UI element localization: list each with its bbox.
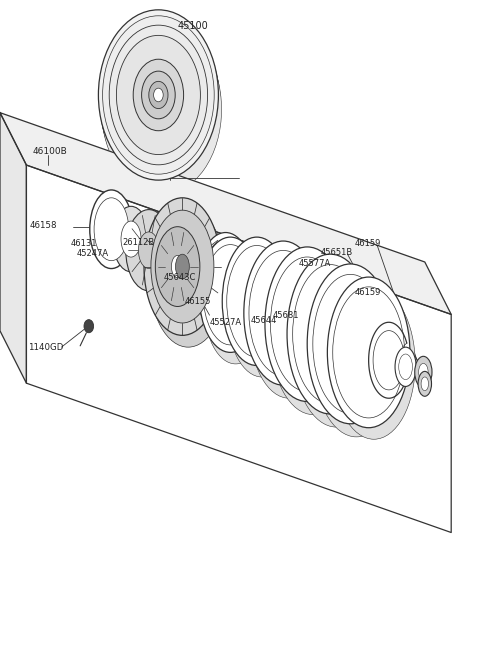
Ellipse shape (144, 198, 221, 335)
Ellipse shape (156, 227, 200, 307)
Ellipse shape (113, 206, 149, 272)
Text: 46159: 46159 (354, 239, 381, 248)
Ellipse shape (313, 277, 399, 437)
Ellipse shape (202, 243, 259, 350)
Ellipse shape (327, 277, 410, 428)
Ellipse shape (142, 71, 175, 119)
Ellipse shape (201, 240, 251, 333)
Ellipse shape (271, 260, 355, 415)
Ellipse shape (90, 190, 133, 269)
Ellipse shape (227, 246, 287, 357)
Text: 26112B: 26112B (122, 238, 155, 247)
Ellipse shape (109, 25, 208, 165)
Ellipse shape (249, 250, 317, 376)
Ellipse shape (270, 257, 344, 392)
Text: 1140GD: 1140GD (28, 343, 63, 352)
Text: 45527A: 45527A (210, 318, 242, 328)
Text: 45643C: 45643C (163, 272, 195, 282)
Ellipse shape (265, 247, 349, 402)
Ellipse shape (395, 347, 416, 386)
Ellipse shape (228, 249, 297, 377)
Ellipse shape (287, 254, 373, 414)
Ellipse shape (154, 88, 163, 102)
Ellipse shape (415, 356, 432, 388)
Text: 46158: 46158 (30, 221, 57, 231)
Ellipse shape (293, 267, 379, 427)
Text: 46159: 46159 (354, 288, 381, 297)
Ellipse shape (203, 244, 258, 345)
Ellipse shape (222, 237, 291, 365)
Ellipse shape (197, 233, 254, 340)
Ellipse shape (176, 254, 189, 279)
Text: 45644: 45644 (251, 316, 277, 326)
Ellipse shape (116, 35, 201, 155)
Text: 46155: 46155 (185, 297, 211, 306)
Polygon shape (0, 113, 451, 314)
Ellipse shape (399, 354, 412, 380)
Text: 45247A: 45247A (77, 249, 109, 258)
Text: 45100: 45100 (178, 21, 208, 31)
Text: 45681: 45681 (273, 311, 299, 320)
Text: 45577A: 45577A (299, 259, 331, 269)
Ellipse shape (149, 81, 168, 109)
Ellipse shape (293, 265, 368, 403)
Ellipse shape (84, 320, 94, 333)
Ellipse shape (98, 10, 218, 180)
Text: 46131: 46131 (71, 239, 97, 248)
Ellipse shape (151, 210, 214, 323)
Ellipse shape (313, 274, 388, 413)
Text: 45651B: 45651B (321, 248, 353, 257)
Ellipse shape (307, 264, 394, 424)
Ellipse shape (94, 198, 129, 261)
Text: 46100B: 46100B (33, 147, 67, 157)
Ellipse shape (244, 241, 323, 385)
Ellipse shape (419, 364, 428, 381)
Ellipse shape (421, 377, 429, 390)
Ellipse shape (418, 371, 432, 396)
Ellipse shape (99, 15, 219, 185)
Ellipse shape (133, 59, 184, 131)
Ellipse shape (150, 210, 227, 347)
Ellipse shape (199, 237, 262, 352)
Ellipse shape (126, 210, 172, 291)
Ellipse shape (204, 249, 267, 364)
Ellipse shape (171, 255, 184, 278)
Ellipse shape (333, 287, 405, 418)
Ellipse shape (103, 16, 214, 174)
Polygon shape (26, 165, 451, 533)
Ellipse shape (333, 289, 415, 440)
Ellipse shape (101, 20, 221, 191)
Ellipse shape (102, 24, 222, 195)
Polygon shape (0, 113, 26, 383)
Ellipse shape (138, 232, 159, 269)
Ellipse shape (250, 254, 328, 398)
Ellipse shape (121, 221, 141, 257)
